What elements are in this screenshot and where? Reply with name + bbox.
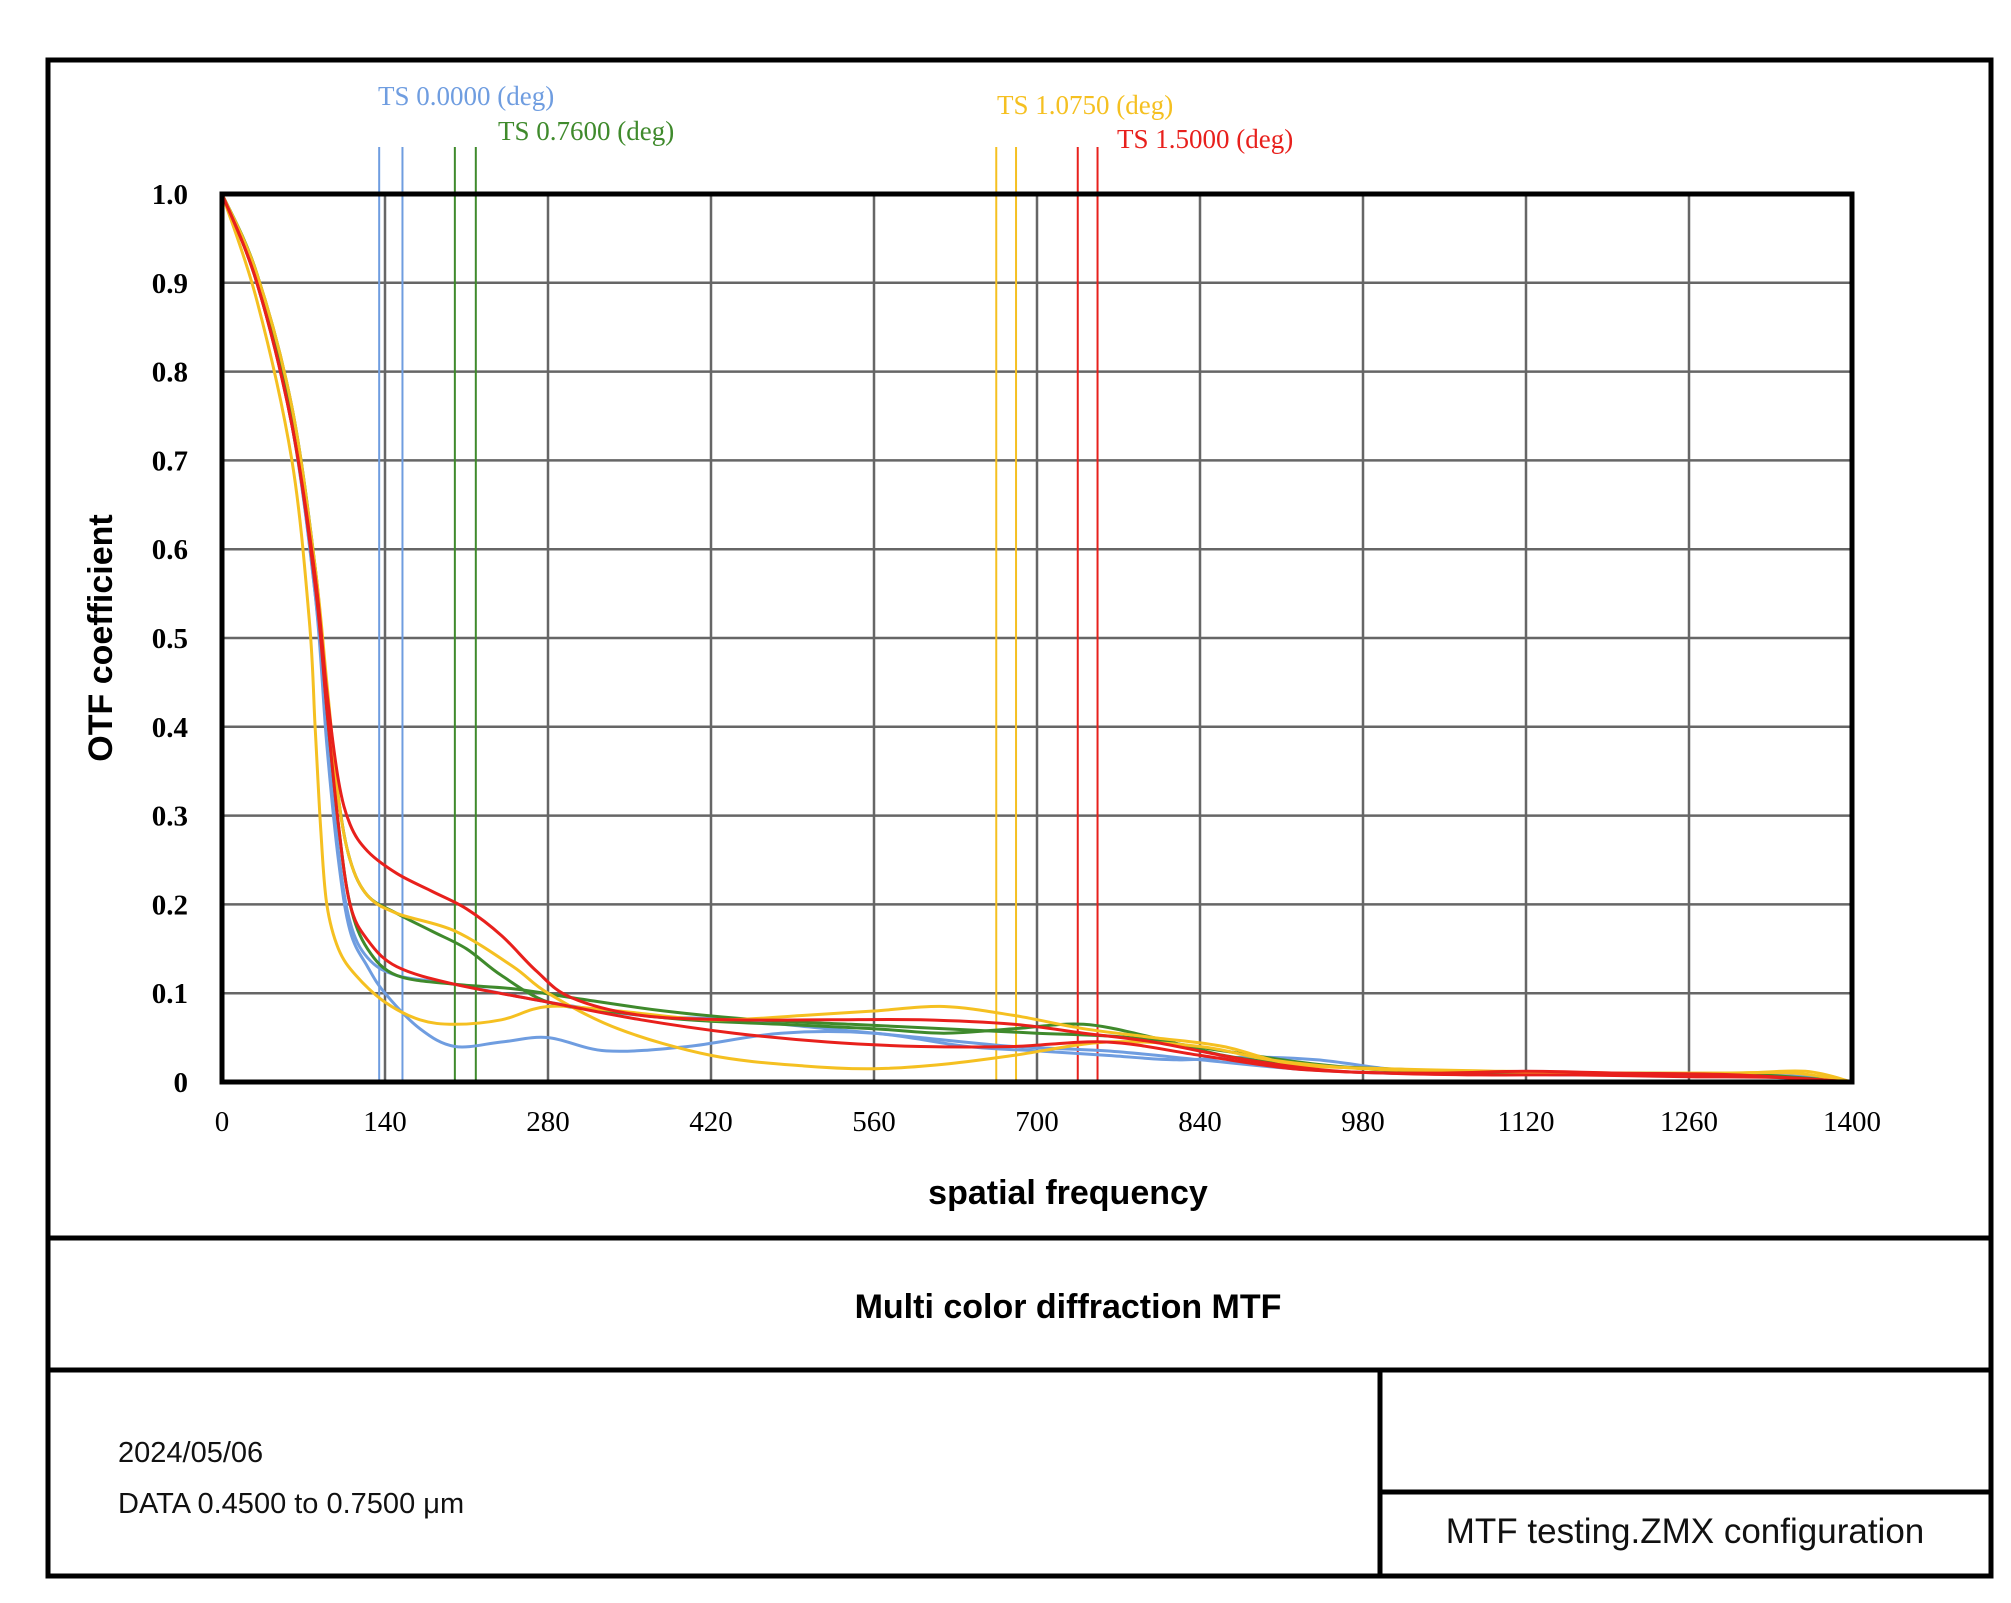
x-axis-ticks: 0 140 280 420 560 700 840 980 1120 1260 1400 bbox=[215, 1106, 1881, 1138]
x-tick-label: 560 bbox=[852, 1106, 896, 1138]
legend-label: TS 0.7600 (deg) bbox=[498, 116, 674, 146]
wavelength-range: DATA 0.4500 to 0.7500 μm bbox=[118, 1488, 464, 1520]
x-tick-label: 420 bbox=[689, 1106, 733, 1138]
x-tick-label: 0 bbox=[215, 1106, 230, 1138]
x-tick-label: 700 bbox=[1015, 1106, 1059, 1138]
y-tick-label: 1.0 bbox=[152, 179, 188, 211]
plot-series bbox=[220, 193, 1853, 1084]
x-tick-label: 280 bbox=[526, 1106, 570, 1138]
legend-markers bbox=[378, 147, 1099, 1082]
legend: TS 0.0000 (deg) TS 0.7600 (deg) TS 1.0750 … bbox=[378, 81, 1293, 154]
y-tick-label: 0.6 bbox=[152, 534, 188, 566]
y-axis-label: OTF coefficient bbox=[82, 514, 120, 761]
plot-grid bbox=[220, 192, 1854, 1084]
x-tick-label: 1400 bbox=[1823, 1106, 1881, 1138]
legend-label: TS 1.5000 (deg) bbox=[1117, 124, 1293, 154]
x-tick-label: 980 bbox=[1341, 1106, 1385, 1138]
y-tick-label: 0.4 bbox=[152, 712, 188, 744]
legend-label: TS 0.0000 (deg) bbox=[378, 81, 554, 111]
y-tick-label: 0.5 bbox=[152, 623, 188, 655]
x-tick-label: 1120 bbox=[1498, 1106, 1555, 1138]
x-tick-label: 140 bbox=[363, 1106, 407, 1138]
x-tick-label: 1260 bbox=[1660, 1106, 1718, 1138]
y-tick-label: 0 bbox=[174, 1067, 189, 1099]
plot-area-border bbox=[219, 191, 1855, 1085]
chart-title: Multi color diffraction MTF bbox=[855, 1288, 1282, 1326]
series-line bbox=[220, 193, 1853, 1084]
y-axis-ticks: 0 0.1 0.2 0.3 0.4 0.5 0.6 0.7 0.8 0.9 1.0 bbox=[152, 179, 188, 1099]
y-tick-label: 0.1 bbox=[152, 978, 188, 1010]
outer-border bbox=[45, 57, 1994, 1579]
x-axis-label: spatial frequency bbox=[928, 1174, 1208, 1212]
config-name: MTF testing.ZMX configuration bbox=[1446, 1512, 1925, 1551]
y-tick-label: 0.8 bbox=[152, 357, 188, 389]
x-tick-label: 840 bbox=[1178, 1106, 1222, 1138]
y-tick-label: 0.9 bbox=[152, 268, 188, 300]
legend-label: TS 1.0750 (deg) bbox=[997, 90, 1173, 120]
y-tick-label: 0.7 bbox=[152, 445, 188, 477]
y-tick-label: 0.2 bbox=[152, 889, 188, 921]
y-tick-label: 0.3 bbox=[152, 801, 188, 833]
report-date: 2024/05/06 bbox=[118, 1437, 263, 1469]
